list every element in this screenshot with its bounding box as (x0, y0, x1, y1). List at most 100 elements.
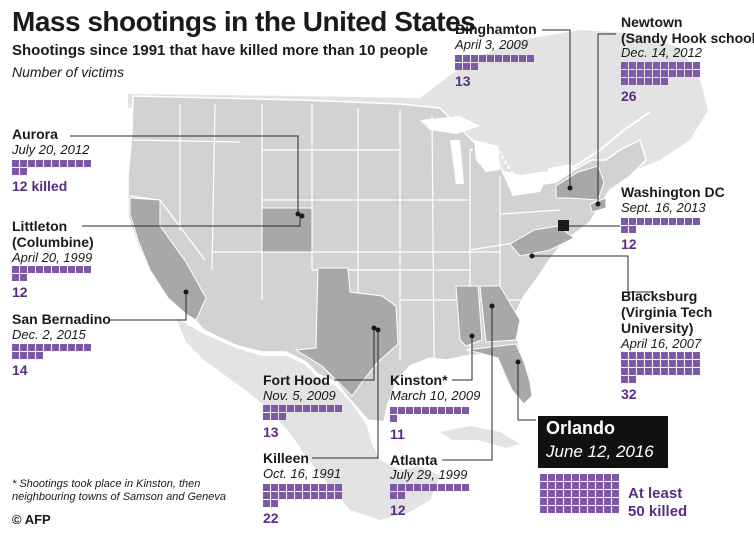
killeen-victim-square (303, 484, 310, 491)
orlando-date: June 12, 2016 (546, 442, 654, 461)
orlando-victim-square (612, 482, 619, 489)
aurora-count: 12 killed (12, 178, 68, 194)
orlando-count-line2: 50 killed (628, 503, 688, 520)
binghamton-victim-square (511, 55, 518, 62)
orlando-victim-square (548, 498, 555, 505)
sanbernadino-victim-square (68, 344, 75, 351)
forthood-victim-square (271, 405, 278, 412)
line-newtown (597, 33, 616, 204)
sanbernadino-victim-square (20, 344, 27, 351)
binghamton-victim-square (503, 55, 510, 62)
orlando-victim-square (572, 490, 579, 497)
newtown-date: Dec. 14, 2012 (621, 45, 702, 60)
orlando-victim-square (596, 482, 603, 489)
aurora-victim-square (28, 160, 35, 167)
marker-blacksburg (529, 253, 535, 259)
kinston-victim-square (430, 407, 437, 414)
binghamton-victim-square (527, 55, 534, 62)
newtown-victim-square (661, 70, 668, 77)
blacksburg-victim-square (677, 360, 684, 367)
orlando-victim-square (588, 482, 595, 489)
sanbernadino-victim-square (12, 344, 19, 351)
atlanta-date: July 29, 1999 (390, 467, 468, 482)
atlanta-victim-square (438, 484, 445, 491)
state-texas (294, 267, 399, 397)
killeen-victim-square (287, 492, 294, 499)
st-lawrence-river (571, 111, 651, 169)
aurora-place: Aurora (12, 126, 58, 142)
kinston-date: March 10, 2009 (390, 388, 481, 403)
newtown-victim-square (653, 70, 660, 77)
blacksburg-victim-square (645, 352, 652, 359)
killeen-victim-square (279, 492, 286, 499)
binghamton-victim-square (455, 63, 462, 70)
blacksburg-victim-square (685, 368, 692, 375)
binghamton-victim-square (463, 55, 470, 62)
orlando-victim-square (572, 482, 579, 489)
binghamton-victim-square (471, 55, 478, 62)
littleton-victim-square (76, 266, 83, 273)
atlanta-victim-square (390, 484, 397, 491)
newtown-victim-square (645, 62, 652, 69)
washington-victim-square (629, 218, 636, 225)
blacksburg-place-sub2: University) (621, 320, 694, 336)
atlanta-victim-square (430, 484, 437, 491)
littleton-victim-square (84, 266, 91, 273)
orlando-count-line1: At least (628, 485, 683, 502)
blacksburg-victim-square (629, 376, 636, 383)
aurora-victim-square (20, 160, 27, 167)
binghamton-place: Binghamton (455, 21, 537, 37)
forthood-victim-square (335, 405, 342, 412)
newtown-victim-square (677, 62, 684, 69)
kinston-victim-square (398, 407, 405, 414)
sanbernadino-place: San Bernadino (12, 311, 111, 327)
atlanta-victim-square (398, 492, 405, 499)
blacksburg-victim-square (685, 352, 692, 359)
blacksburg-victim-square (621, 360, 628, 367)
orlando-victim-square (572, 474, 579, 481)
binghamton-date: April 3, 2009 (455, 37, 528, 52)
littleton-victim-square (60, 266, 67, 273)
kinston-victim-square (462, 407, 469, 414)
sanbernadino-victim-square (60, 344, 67, 351)
event-markers (183, 185, 601, 365)
kinston-victim-square (390, 407, 397, 414)
line-aurora (70, 135, 299, 214)
blacksburg-victim-square (621, 352, 628, 359)
orlando-victim-square (564, 490, 571, 497)
orlando-victim-square (540, 490, 547, 497)
aurora-victim-square (84, 160, 91, 167)
binghamton-victim-square (463, 63, 470, 70)
atlanta-victim-square (454, 484, 461, 491)
littleton-victim-square (36, 266, 43, 273)
blacksburg-victim-square (693, 368, 700, 375)
orlando-victim-square (596, 506, 603, 513)
blacksburg-victim-square (629, 368, 636, 375)
binghamton-victim-square (495, 55, 502, 62)
orlando-victim-square (612, 498, 619, 505)
washington-date: Sept. 16, 2013 (621, 200, 706, 215)
washington-victim-square (693, 218, 700, 225)
atlanta-victim-square (462, 484, 469, 491)
killeen-victim-square (295, 484, 302, 491)
state-alabama (455, 285, 483, 347)
line-kinston (452, 336, 473, 381)
orlando-victim-square (588, 490, 595, 497)
killeen-victim-square (279, 484, 286, 491)
blacksburg-place: Blacksburg (621, 288, 698, 304)
sanbernadino-victim-square (28, 344, 35, 351)
forthood-victim-square (303, 405, 310, 412)
killeen-victim-square (271, 484, 278, 491)
atlanta-place: Atlanta (390, 452, 438, 468)
forthood-victim-square (319, 405, 326, 412)
newtown-victim-square (693, 70, 700, 77)
line-killeen (312, 330, 379, 459)
newtown-victim-square (637, 70, 644, 77)
orlando-victim-square (604, 474, 611, 481)
blacksburg-victim-square (653, 368, 660, 375)
state-georgia (479, 285, 521, 343)
forthood-victim-square (311, 405, 318, 412)
newtown-victim-square (621, 70, 628, 77)
killeen-victim-square (335, 484, 342, 491)
